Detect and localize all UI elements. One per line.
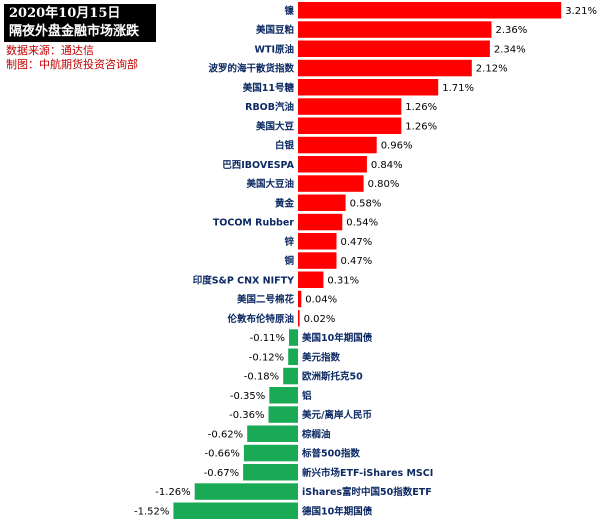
- category-label-2: WTI原油: [255, 43, 295, 55]
- category-label-19: 欧洲斯托克50: [302, 371, 363, 383]
- bar-5: [298, 98, 402, 115]
- category-label-1: 美国豆粕: [255, 24, 294, 36]
- bar-0: [298, 2, 562, 19]
- category-label-24: 新兴市场ETF-iShares MSCI: [302, 467, 433, 479]
- bar-21: [268, 406, 298, 423]
- bar-10: [298, 194, 346, 211]
- bar-17: [289, 329, 298, 346]
- value-label-16: 0.02%: [304, 314, 336, 325]
- category-label-14: 印度S&P CNX NIFTY: [193, 274, 294, 286]
- category-label-15: 美国二号棉花: [236, 294, 295, 306]
- value-label-4: 1.71%: [442, 83, 474, 94]
- value-label-18: -0.12%: [249, 352, 284, 363]
- category-label-21: 美元/离岸人民币: [301, 409, 372, 421]
- bar-13: [298, 252, 337, 269]
- value-label-1: 2.36%: [496, 25, 528, 36]
- value-label-3: 2.12%: [476, 64, 508, 75]
- value-label-0: 3.21%: [565, 6, 597, 17]
- value-label-20: -0.35%: [230, 391, 265, 402]
- value-label-15: 0.04%: [305, 295, 337, 306]
- bar-14: [298, 271, 324, 288]
- bar-19: [283, 367, 298, 385]
- bar-7: [298, 136, 377, 154]
- category-label-26: 德国10年期国债: [302, 505, 373, 517]
- bar-20: [269, 387, 298, 404]
- value-label-11: 0.54%: [346, 218, 378, 229]
- category-label-22: 棕榈油: [301, 428, 331, 440]
- bar-11: [298, 213, 343, 231]
- category-label-10: 黄金: [275, 197, 295, 209]
- value-label-13: 0.47%: [341, 256, 373, 267]
- chart-title-date: 2020年10月15日: [9, 6, 121, 21]
- bar-22: [247, 425, 298, 442]
- value-label-7: 0.96%: [381, 141, 413, 152]
- value-label-10: 0.58%: [350, 198, 382, 209]
- bar-18: [288, 348, 298, 365]
- value-label-19: -0.18%: [244, 372, 279, 383]
- category-label-8: 巴西IBOVESPA: [222, 160, 294, 171]
- bar-26: [173, 502, 298, 519]
- category-label-13: 铜: [284, 255, 294, 267]
- category-label-7: 白银: [275, 140, 295, 152]
- maker-note: 制图：中航期货投资咨询部: [6, 58, 138, 71]
- category-label-23: 标普500指数: [301, 448, 360, 460]
- bar-8: [298, 156, 367, 173]
- category-label-25: iShares富时中国50指数ETF: [302, 486, 432, 498]
- category-label-17: 美国10年期国债: [301, 332, 373, 344]
- value-label-2: 2.34%: [494, 44, 526, 55]
- bar-1: [298, 21, 492, 38]
- bar-3: [298, 59, 472, 77]
- value-label-6: 1.26%: [405, 121, 437, 132]
- value-label-24: -0.67%: [204, 468, 239, 479]
- bar-25: [194, 483, 298, 500]
- value-label-26: -1.52%: [134, 506, 169, 517]
- category-label-5: RBOB汽油: [245, 101, 294, 113]
- bar-9: [298, 175, 364, 192]
- value-label-23: -0.66%: [205, 449, 240, 460]
- bar-4: [298, 79, 439, 96]
- category-label-16: 伦敦布伦特原油: [227, 313, 294, 325]
- category-label-11: TOCOM Rubber: [213, 218, 294, 229]
- bar-24: [243, 464, 298, 481]
- category-label-4: 美国11号糖: [242, 82, 295, 94]
- category-label-20: 铝: [302, 390, 312, 402]
- bar-16: [298, 310, 300, 327]
- category-label-18: 美元指数: [301, 351, 341, 363]
- source-note: 数据来源：通达信: [6, 44, 94, 57]
- value-label-12: 0.47%: [341, 237, 373, 248]
- bar-15: [298, 290, 302, 308]
- chart-title: 隔夜外盘金融市场涨跌: [9, 24, 140, 39]
- bar-6: [298, 117, 402, 134]
- category-label-12: 锌: [284, 236, 294, 248]
- value-label-21: -0.36%: [229, 410, 264, 421]
- category-label-9: 美国大豆油: [245, 178, 294, 190]
- value-label-9: 0.80%: [368, 179, 400, 190]
- bar-2: [298, 40, 490, 57]
- chart-title-box: 2020年10月15日 隔夜外盘金融市场涨跌: [4, 4, 156, 42]
- category-label-3: 波罗的海干散货指数: [208, 63, 294, 75]
- category-label-6: 美国大豆: [255, 120, 295, 132]
- value-label-5: 1.26%: [405, 102, 437, 113]
- category-label-0: 镍: [284, 5, 294, 17]
- value-label-8: 0.84%: [371, 160, 403, 171]
- value-label-17: -0.11%: [250, 333, 285, 344]
- bar-12: [298, 233, 337, 250]
- bar-23: [243, 444, 298, 462]
- value-label-25: -1.26%: [155, 487, 190, 498]
- value-label-14: 0.31%: [327, 275, 359, 286]
- value-label-22: -0.62%: [208, 429, 243, 440]
